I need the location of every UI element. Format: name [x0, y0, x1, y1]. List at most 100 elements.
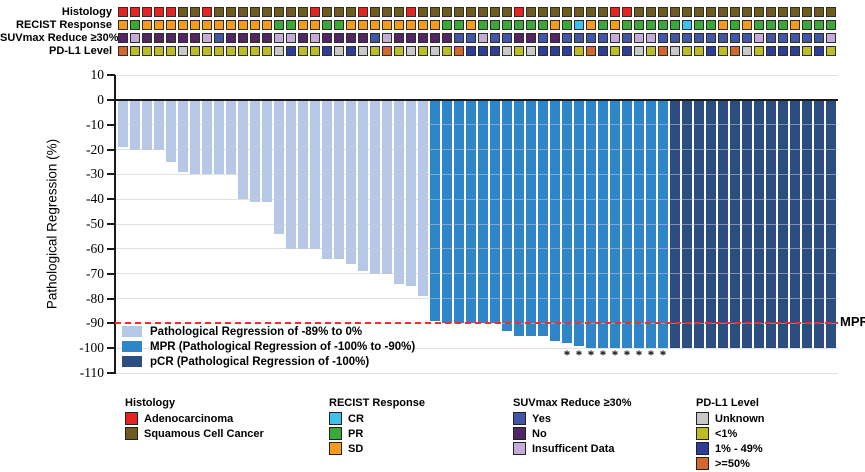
regression-bar: [322, 100, 332, 259]
pdl1-cell: [310, 46, 320, 56]
pdl1-cell: [118, 46, 128, 56]
histology-cell: [670, 7, 680, 17]
recist-cell: [454, 20, 464, 30]
pdl1-cell: [586, 46, 596, 56]
recist-cell: [766, 20, 776, 30]
asterisk-marker: *: [635, 347, 643, 362]
histology-cell: [250, 7, 260, 17]
suvmax-cell: [250, 33, 260, 43]
recist-cell: [694, 20, 704, 30]
pdl1-cell: [130, 46, 140, 56]
y-tick: [107, 74, 115, 77]
regression-bar: [166, 100, 176, 163]
pdl1-cell: [682, 46, 692, 56]
suvmax-cell: [634, 33, 644, 43]
recist-cell: [130, 20, 140, 30]
legend-group: Histology Adenocarcinoma Squamous Cell Can…: [125, 397, 264, 442]
recist-cell: [742, 20, 752, 30]
pdl1-cell: [778, 46, 788, 56]
mpr-legend-swatch: [122, 341, 142, 352]
histology-cell: [610, 7, 620, 17]
histology-cell: [214, 7, 224, 17]
suvmax-cell: [754, 33, 764, 43]
suvmax-cell: [466, 33, 476, 43]
gridline: [115, 223, 838, 225]
suvmax-cell: [178, 33, 188, 43]
suvmax-cell: [586, 33, 596, 43]
pdl1-cell: [670, 46, 680, 56]
pdl1-cell: [574, 46, 584, 56]
histology-cell: [658, 7, 668, 17]
histology-cell: [790, 7, 800, 17]
histology-cell: [202, 7, 212, 17]
recist-cell: [238, 20, 248, 30]
legend-swatch: [696, 457, 709, 470]
track-label-histology: Histology: [61, 6, 112, 18]
pdl1-cell: [514, 46, 524, 56]
recist-cell: [142, 20, 152, 30]
y-tick: [107, 173, 115, 176]
legend-group-title: SUVmax Reduce ≥30%: [513, 397, 632, 409]
histology-cell: [322, 7, 332, 17]
mpr-bar: [514, 100, 524, 336]
histology-cell: [394, 7, 404, 17]
recist-cell: [178, 20, 188, 30]
histology-cell: [370, 7, 380, 17]
pdl1-cell: [466, 46, 476, 56]
track-label-recist: RECIST Response: [16, 19, 112, 31]
bar-legend-row: pCR (Pathological Regression of -100%): [122, 355, 369, 368]
suvmax-cell: [694, 33, 704, 43]
suvmax-cell: [238, 33, 248, 43]
recist-cell: [538, 20, 548, 30]
pdl1-cell: [406, 46, 416, 56]
suvmax-cell: [682, 33, 692, 43]
recist-cell: [274, 20, 284, 30]
legend-item-label: No: [532, 427, 547, 440]
suvmax-cell: [658, 33, 668, 43]
legend-item-label: >=50%: [715, 457, 750, 470]
y-tick: [107, 99, 115, 101]
suvmax-cell: [610, 33, 620, 43]
pdl1-cell: [322, 46, 332, 56]
regression-bar: [394, 100, 404, 284]
suvmax-cell: [430, 33, 440, 43]
histology-cell: [286, 7, 296, 17]
histology-cell: [826, 7, 836, 17]
pdl1-cell: [622, 46, 632, 56]
y-tick-label: -90: [86, 315, 104, 331]
pdl1-cell: [502, 46, 512, 56]
pdl1-cell: [790, 46, 800, 56]
histology-cell: [814, 7, 824, 17]
y-tick-label: -110: [79, 365, 104, 381]
suvmax-cell: [646, 33, 656, 43]
legend-swatch: [329, 427, 342, 440]
legend-swatch: [125, 427, 138, 440]
pdl1-cell: [274, 46, 284, 56]
recist-cell: [286, 20, 296, 30]
y-tick: [107, 123, 115, 126]
asterisk-marker: *: [647, 347, 655, 362]
recist-cell: [322, 20, 332, 30]
suvmax-cell: [130, 33, 140, 43]
suvmax-cell: [790, 33, 800, 43]
legend-item-label: Unknown: [715, 412, 765, 425]
pdl1-cell: [334, 46, 344, 56]
pdl1-cell: [178, 46, 188, 56]
pdl1-cell: [154, 46, 164, 56]
pdl1-cell: [526, 46, 536, 56]
legend-item-label: <1%: [715, 427, 738, 440]
pdl1-cell: [262, 46, 272, 56]
suvmax-cell: [826, 33, 836, 43]
suvmax-cell: [382, 33, 392, 43]
legend-item: Adenocarcinoma: [125, 412, 264, 425]
mpr-bar: [478, 100, 488, 324]
legend-item-label: PR: [348, 427, 364, 440]
histology-cell: [142, 7, 152, 17]
gridline: [115, 372, 838, 374]
legend-item: SD: [329, 442, 425, 455]
mpr-bar: [526, 100, 536, 336]
suvmax-cell: [166, 33, 176, 43]
histology-cell: [118, 7, 128, 17]
histology-cell: [178, 7, 188, 17]
recist-cell: [730, 20, 740, 30]
